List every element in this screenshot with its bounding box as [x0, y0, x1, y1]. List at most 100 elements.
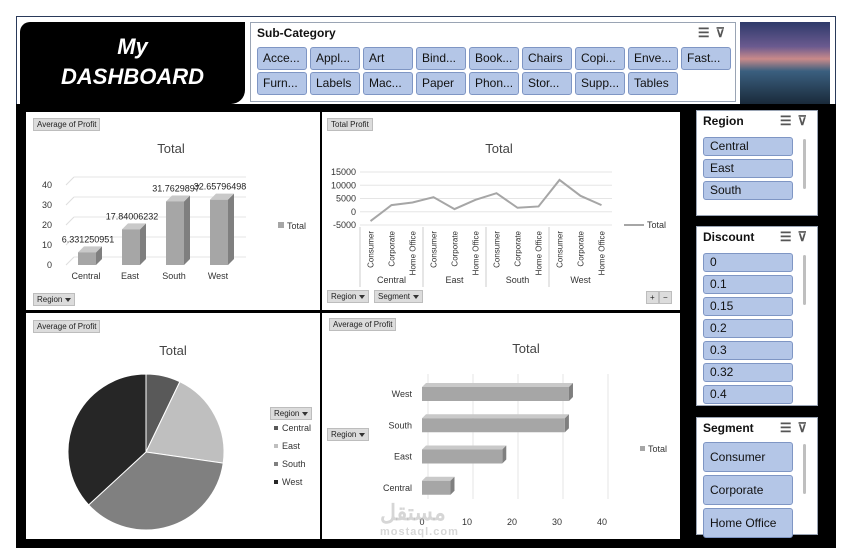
chart2-zoom-out-button[interactable]: −: [659, 291, 672, 304]
chart4-region-filter[interactable]: Region: [327, 428, 370, 441]
chart1-region-filter[interactable]: Region: [33, 293, 76, 306]
chart4-bar-top-3: [422, 383, 573, 387]
multi-select-icon[interactable]: ☰: [697, 25, 716, 40]
chart3-slice-2: [87, 451, 224, 531]
chart3-region-filter[interactable]: Region: [270, 407, 313, 420]
chart2-segment-tick-5: Home Office: [472, 230, 481, 275]
landscape-photo: [740, 22, 830, 104]
chart1-xtick-3: West: [208, 271, 229, 281]
chart2-segment-tick-6: Consumer: [493, 231, 502, 268]
chart4-xtick-2: 20: [507, 517, 517, 527]
multi-select-icon[interactable]: ☰: [779, 420, 798, 435]
chart3-legend-label-2: South: [282, 459, 306, 469]
subcategory-item-8[interactable]: Fast...: [681, 47, 731, 70]
clear-filter-icon[interactable]: ⊽: [797, 229, 813, 244]
chart2-group-label-2: South: [506, 275, 530, 285]
clear-filter-icon[interactable]: ⊽: [797, 420, 813, 435]
chart4-xtick-1: 10: [462, 517, 472, 527]
chart2-field-button[interactable]: Total Profit: [327, 118, 373, 131]
multi-select-icon[interactable]: ☰: [779, 113, 798, 128]
subcategory-item-4[interactable]: Book...: [469, 47, 519, 70]
subcategory-item-16[interactable]: Tables: [628, 72, 678, 95]
region-item-1[interactable]: East: [703, 159, 793, 178]
segment-item-2[interactable]: Home Office: [703, 508, 793, 538]
chart1-title: Total: [157, 141, 185, 156]
chart4-bar-1: [422, 449, 503, 464]
chart1-bar-top-0: [78, 246, 102, 253]
chart1-ytick-2: 20: [42, 220, 52, 230]
region-slicer-header: Region ☰⊽: [697, 111, 817, 131]
region-item-2[interactable]: South: [703, 181, 793, 200]
region-scrollbar[interactable]: [803, 139, 806, 189]
chart2-segment-tick-4: Corporate: [451, 230, 460, 266]
discount-item-4[interactable]: 0.3: [703, 341, 793, 360]
chart4-field-button[interactable]: Average of Profit: [329, 318, 397, 331]
subcategory-item-13[interactable]: Phon...: [469, 72, 519, 95]
subcategory-item-15[interactable]: Supp...: [575, 72, 625, 95]
chart1-bar-top-2: [166, 195, 190, 202]
chart1-data-label-1: 17.84006232: [106, 211, 159, 221]
chart4-xtick-3: 30: [552, 517, 562, 527]
region-item-0[interactable]: Central: [703, 137, 793, 156]
subcategory-item-0[interactable]: Acce...: [257, 47, 307, 70]
discount-item-1[interactable]: 0.1: [703, 275, 793, 294]
discount-item-5[interactable]: 0.32: [703, 363, 793, 382]
subcategory-item-2[interactable]: Art: [363, 47, 413, 70]
chart4-bar-side-1: [502, 445, 507, 464]
segment-item-1[interactable]: Corporate: [703, 475, 793, 505]
discount-slicer-header: Discount ☰⊽: [697, 227, 817, 247]
discount-scrollbar[interactable]: [803, 255, 806, 305]
multi-select-icon[interactable]: ☰: [779, 229, 798, 244]
chart2-region-filter[interactable]: Region: [327, 290, 370, 303]
chart1-ytick-1: 10: [42, 240, 52, 250]
chart1-grid-diag-1: [65, 236, 75, 246]
chart1-ytick-0: 0: [47, 260, 52, 270]
chart2-segment-tick-0: Consumer: [367, 231, 376, 268]
clear-filter-icon[interactable]: ⊽: [797, 113, 813, 128]
discount-item-0[interactable]: 0: [703, 253, 793, 272]
discount-item-2[interactable]: 0.15: [703, 297, 793, 316]
chart3-title: Total: [159, 343, 187, 358]
chart2-series-line: [369, 178, 602, 222]
chart4-bar-0: [422, 480, 451, 495]
subcategory-item-3[interactable]: Bind...: [416, 47, 466, 70]
chart2-segment-tick-10: Corporate: [577, 230, 586, 266]
subcategory-item-9[interactable]: Furn...: [257, 72, 307, 95]
chart2-segment-filter[interactable]: Segment: [374, 290, 424, 303]
chart1-field-button[interactable]: Average of Profit: [33, 118, 101, 131]
chart2-title: Total: [485, 141, 513, 156]
chart4-svg: Total 0 10 20 30 40 West South East Central Total: [383, 341, 667, 527]
chart4-ytick-0: Central: [383, 483, 412, 493]
discount-item-3[interactable]: 0.2: [703, 319, 793, 338]
subcategory-item-14[interactable]: Stor...: [522, 72, 572, 95]
subcategory-item-1[interactable]: Appl...: [310, 47, 360, 70]
chart3-legend-swatch-1: [274, 444, 278, 448]
chart2-group-label-1: East: [445, 275, 464, 285]
subcategory-item-12[interactable]: Paper: [416, 72, 466, 95]
chart1-svg: Total 0 10 20 30 40 6.331250951 Central 17.84006…: [42, 141, 306, 281]
segment-item-0[interactable]: Consumer: [703, 442, 793, 472]
chart2-segment-tick-8: Home Office: [535, 230, 544, 275]
subcategory-item-6[interactable]: Copi...: [575, 47, 625, 70]
chart3-legend-label-0: Central: [282, 423, 311, 433]
discount-item-6[interactable]: 0.4: [703, 385, 793, 404]
discount-slicer: Discount ☰⊽ 0 0.1 0.15 0.2 0.3 0.32 0.4: [696, 226, 818, 406]
chart3-legend-label-3: West: [282, 477, 303, 487]
subcategory-item-7[interactable]: Enve...: [628, 47, 678, 70]
subcategory-item-10[interactable]: Labels: [310, 72, 360, 95]
chart2-zoom-in-button[interactable]: +: [646, 291, 659, 304]
subcategory-item-5[interactable]: Chairs: [522, 47, 572, 70]
subcategory-item-11[interactable]: Mac...: [363, 72, 413, 95]
chart1-bar-side-2: [184, 195, 190, 265]
clear-filter-icon[interactable]: ⊽: [715, 25, 731, 40]
chart1-bar-0: [78, 252, 96, 265]
chart4-xtick-4: 40: [597, 517, 607, 527]
chart3-field-button[interactable]: Average of Profit: [33, 320, 101, 333]
segment-scrollbar[interactable]: [803, 444, 806, 494]
chart2-segment-tick-11: Home Office: [598, 230, 607, 275]
subcategory-slicer-header: Sub-Category ☰⊽: [251, 23, 735, 43]
chart4-bar-side-2: [564, 414, 569, 433]
chart4-title: Total: [512, 341, 540, 356]
chart3-legend-swatch-2: [274, 462, 278, 466]
chart3-legend-swatch-0: [274, 426, 278, 430]
